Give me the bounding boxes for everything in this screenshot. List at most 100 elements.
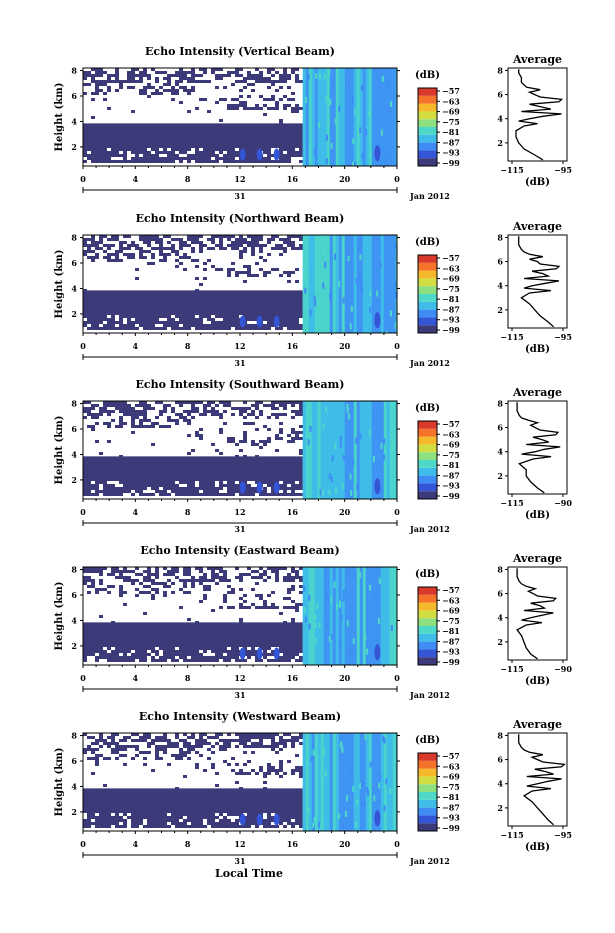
- echo-cell: [275, 573, 279, 576]
- y-axis-label: Height (km): [54, 748, 65, 817]
- cyan-patch: [342, 589, 345, 596]
- echo-cell: [279, 763, 283, 766]
- echo-cell: [119, 573, 123, 576]
- echo-cell: [131, 253, 135, 256]
- echo-cell: [259, 766, 263, 769]
- gap-cell: [107, 315, 111, 318]
- echo-cell: [223, 410, 227, 413]
- echo-cell: [147, 591, 151, 594]
- echo-cell: [91, 567, 95, 570]
- echo-cell: [219, 413, 223, 416]
- colorbar-tick-label: −57: [442, 419, 460, 429]
- echo-cell: [295, 74, 299, 77]
- echo-cell: [87, 244, 91, 247]
- echo-cell: [87, 736, 91, 739]
- echo-cell: [259, 410, 263, 413]
- gap-cell: [207, 825, 211, 828]
- cyan-column: [365, 567, 369, 665]
- echo-cell: [283, 401, 287, 404]
- echo-cell: [135, 748, 139, 751]
- echo-cell: [219, 431, 223, 434]
- echo-cell: [215, 573, 219, 576]
- echo-cell: [267, 107, 271, 110]
- cyan-patch: [368, 111, 371, 118]
- cyan-patch: [339, 435, 342, 442]
- cyan-column: [311, 733, 315, 831]
- echo-cell: [107, 238, 111, 241]
- cyan-patch: [318, 621, 321, 628]
- echo-cell: [239, 104, 243, 107]
- gap-cell: [103, 647, 107, 650]
- echo-cell: [115, 425, 119, 428]
- gap-cell: [247, 321, 251, 324]
- echo-cell: [239, 410, 243, 413]
- colorbar-tick-label: −63: [442, 263, 460, 273]
- echo-cell: [99, 83, 103, 86]
- echo-cell: [279, 404, 283, 407]
- echo-cell: [103, 739, 107, 742]
- echo-cell: [215, 733, 219, 736]
- echo-cell: [191, 576, 195, 579]
- echo-cell: [127, 86, 131, 89]
- gap-cell: [167, 327, 171, 330]
- echo-cell: [299, 410, 303, 413]
- echo-cell: [139, 736, 143, 739]
- cyan-column: [338, 401, 342, 499]
- echo-cell: [291, 98, 295, 101]
- echo-cell: [279, 74, 283, 77]
- gap-cell: [291, 160, 295, 163]
- echo-cell: [211, 443, 215, 446]
- echo-cell: [227, 238, 231, 241]
- echo-cell: [207, 110, 211, 113]
- echo-cell: [99, 739, 103, 742]
- echo-cell: [83, 289, 87, 292]
- echo-cell: [223, 401, 227, 404]
- cyan-patch: [314, 638, 317, 645]
- echo-cell: [127, 71, 131, 74]
- echo-cell: [203, 413, 207, 416]
- echo-cell: [219, 244, 223, 247]
- cyan-column: [323, 68, 327, 166]
- gap-cell: [131, 662, 135, 665]
- echo-cell: [227, 104, 231, 107]
- echo-cell: [119, 416, 123, 419]
- echo-cell: [131, 256, 135, 259]
- cyan-patch: [328, 636, 331, 643]
- echo-cell: [131, 739, 135, 742]
- echo-cell: [271, 567, 275, 570]
- cyan-patch: [347, 254, 350, 261]
- echo-cell: [147, 751, 151, 754]
- echo-cell: [251, 588, 255, 591]
- echo-cell: [275, 769, 279, 772]
- echo-cell: [259, 235, 263, 238]
- echo-cell: [259, 736, 263, 739]
- echo-cell: [123, 736, 127, 739]
- echo-cell: [143, 410, 147, 413]
- echo-cell: [239, 74, 243, 77]
- gap-cell: [179, 659, 183, 662]
- echo-cell: [147, 736, 151, 739]
- echo-cell: [131, 77, 135, 80]
- gap-cell: [295, 160, 299, 163]
- echo-cell: [123, 745, 127, 748]
- echo-cell: [255, 104, 259, 107]
- y-tick-label: 2: [71, 641, 77, 651]
- echo-cell: [255, 404, 259, 407]
- echo-cell: [175, 419, 179, 422]
- gap-cell: [111, 481, 115, 484]
- echo-cell: [179, 68, 183, 71]
- gap-cell: [131, 318, 135, 321]
- colorbar-swatch: [418, 823, 437, 831]
- echo-cell: [123, 404, 127, 407]
- echo-cell: [279, 253, 283, 256]
- echo-cell: [231, 407, 235, 410]
- echo-cell: [147, 573, 151, 576]
- echo-cell: [191, 745, 195, 748]
- cyan-column: [356, 567, 360, 665]
- echo-cell: [235, 772, 239, 775]
- cyan-column: [326, 733, 330, 831]
- colorbar-swatch: [418, 278, 437, 287]
- cyan-patch: [333, 581, 336, 588]
- echo-cell: [291, 567, 295, 570]
- echo-cell: [187, 618, 191, 621]
